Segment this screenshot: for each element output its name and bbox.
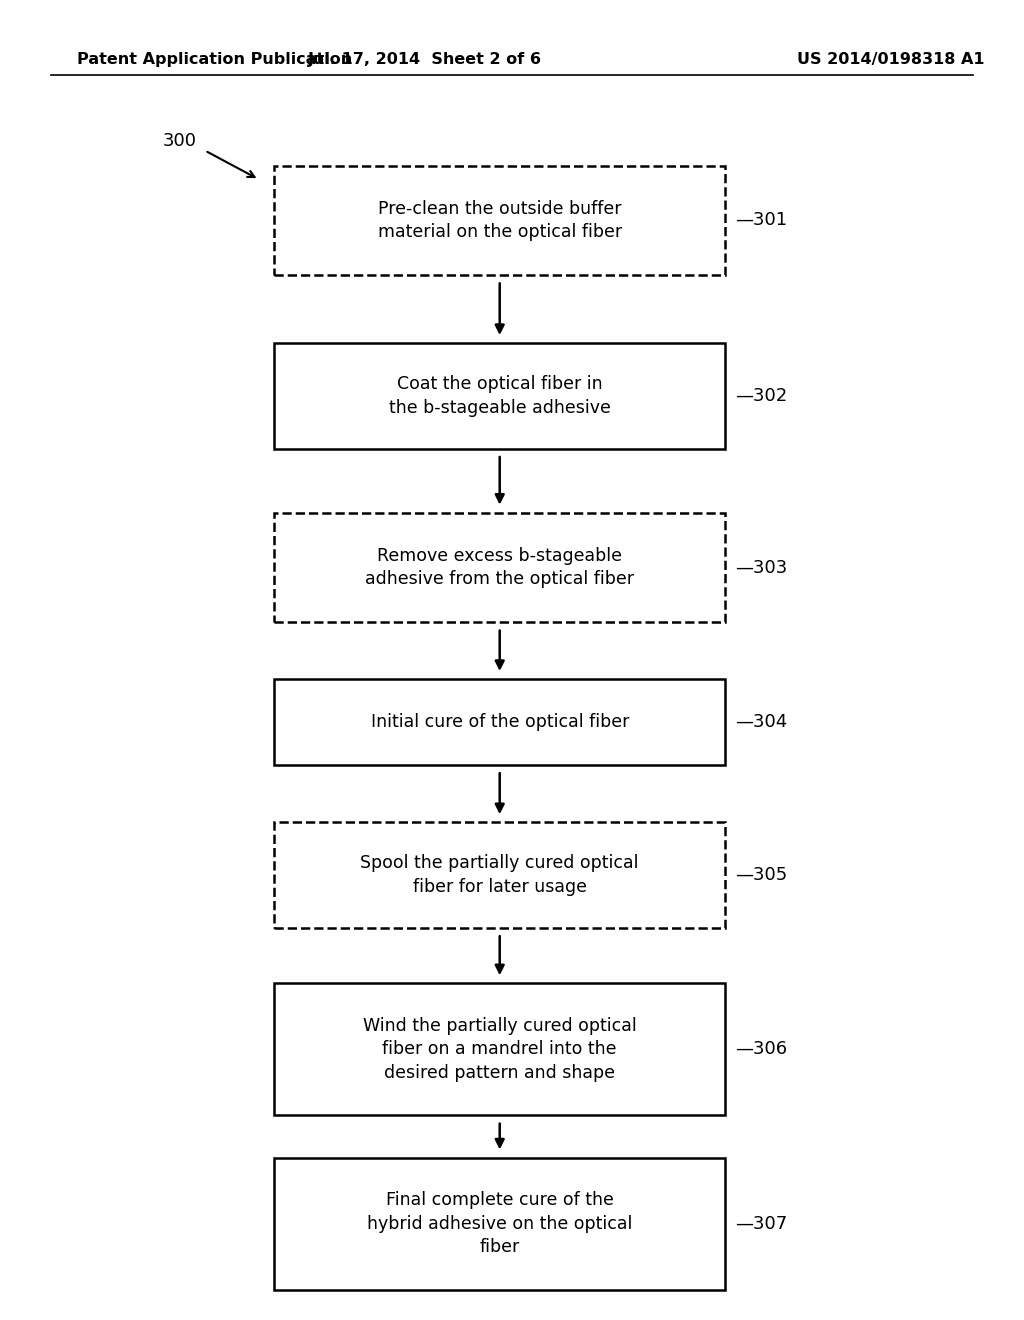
- Text: US 2014/0198318 A1: US 2014/0198318 A1: [797, 51, 985, 67]
- Text: Initial cure of the optical fiber: Initial cure of the optical fiber: [371, 713, 629, 731]
- Text: —302: —302: [735, 387, 787, 405]
- Bar: [274, 822, 725, 928]
- Bar: [274, 343, 725, 449]
- Bar: [274, 513, 725, 623]
- Text: Wind the partially cured optical
fiber on a mandrel into the
desired pattern and: Wind the partially cured optical fiber o…: [362, 1016, 637, 1082]
- Text: —301: —301: [735, 211, 787, 230]
- Text: 300: 300: [162, 132, 197, 150]
- Bar: [274, 680, 725, 766]
- Text: Remove excess b-stageable
adhesive from the optical fiber: Remove excess b-stageable adhesive from …: [366, 546, 634, 589]
- Text: FIG. 3: FIG. 3: [454, 1269, 546, 1298]
- Bar: [274, 166, 725, 276]
- Bar: [274, 1158, 725, 1290]
- Text: —307: —307: [735, 1214, 787, 1233]
- Text: Patent Application Publication: Patent Application Publication: [77, 51, 352, 67]
- Text: Coat the optical fiber in
the b-stageable adhesive: Coat the optical fiber in the b-stageabl…: [389, 375, 610, 417]
- Text: Final complete cure of the
hybrid adhesive on the optical
fiber: Final complete cure of the hybrid adhesi…: [367, 1191, 633, 1257]
- Text: —305: —305: [735, 866, 787, 884]
- Text: —304: —304: [735, 713, 787, 731]
- Text: —303: —303: [735, 558, 787, 577]
- Bar: [274, 983, 725, 1115]
- Text: Spool the partially cured optical
fiber for later usage: Spool the partially cured optical fiber …: [360, 854, 639, 896]
- Text: Pre-clean the outside buffer
material on the optical fiber: Pre-clean the outside buffer material on…: [378, 199, 622, 242]
- Text: Jul. 17, 2014  Sheet 2 of 6: Jul. 17, 2014 Sheet 2 of 6: [308, 51, 542, 67]
- Text: —306: —306: [735, 1040, 787, 1059]
